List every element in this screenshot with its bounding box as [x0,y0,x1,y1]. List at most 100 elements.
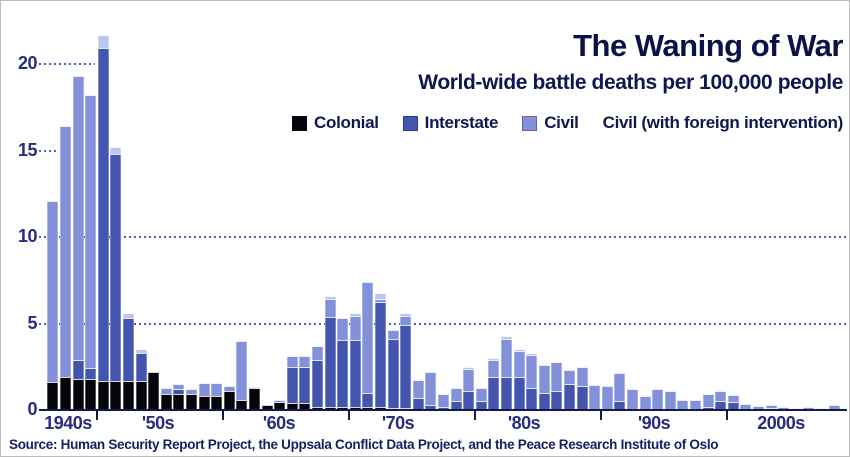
bar-1972 [375,293,386,410]
bar-1950 [97,34,109,410]
source-credit: Source: Human Security Report Project, t… [9,437,719,452]
legend-item-civil-fi: Civil (with foreign intervention) [603,113,844,133]
bar-1981-civil_foreign_intervention [488,358,500,360]
bar-1992-civil [627,389,638,410]
bar-2004 [778,407,790,410]
bar-1989-civil [589,384,601,410]
bar-1967-colonial [312,406,323,410]
bar-1983 [513,349,525,410]
bar-1952-interstate [123,318,134,381]
bar-1954-colonial [148,371,160,410]
bar-1995-civil [664,390,676,410]
bar-1982-civil [501,339,512,378]
x-tick-mark-1960 [222,411,224,420]
bar-2005-civil [790,407,802,410]
bar-1952 [123,313,134,410]
bar-1970-colonial [349,407,361,410]
bar-2000-interstate [727,402,739,410]
bar-1998-civil [702,393,714,407]
bar-1948 [72,76,84,410]
bar-1946 [47,200,59,410]
bar-1996 [677,399,689,410]
legend-item-colonial: Colonial [292,113,379,133]
bar-1967-interstate [312,359,323,407]
bar-1999 [715,390,727,410]
bar-2006 [803,407,815,410]
bar-2001 [740,403,752,410]
bar-1962 [249,386,260,410]
bar-1953-colonial [135,380,147,410]
bar-1969-civil [337,318,349,340]
legend-item-civil: Civil [522,113,579,133]
chart-subtitle: World-wide battle deaths per 100,000 peo… [418,71,843,94]
bar-1986-civil [551,361,563,391]
bar-1966-civil [299,356,311,367]
bar-2005 [790,407,802,410]
bar-1953-interstate [135,352,147,381]
bar-1956-colonial [173,394,185,410]
bar-1957-civil [186,389,197,395]
bar-1968-civil_foreign_intervention [324,295,336,300]
bar-1977 [438,394,449,410]
bar-1997-civil [690,400,701,410]
gridline-20 [39,63,95,65]
bar-2001-civil [740,403,752,410]
bar-1958-colonial [198,396,210,410]
x-axis-label-1940s: 1940s [44,413,92,433]
bar-1976-interstate [425,404,437,410]
bar-1972-civil_foreign_intervention [375,293,386,300]
bar-1976-civil [425,371,437,405]
bar-1958-civil [198,383,210,397]
bar-1985-civil [538,365,550,393]
colonial-swatch-icon [292,115,308,131]
bar-1954 [148,371,160,410]
bar-1953-civil_foreign_intervention [135,349,147,353]
bar-1966-colonial [299,403,311,410]
bar-1983-civil [513,351,525,378]
bar-1955-colonial [160,394,172,410]
bar-1972-colonial [375,407,386,410]
bar-1974-civil [400,315,412,326]
bar-1972-interstate [375,301,386,408]
bar-1973-civil [387,330,399,340]
bar-1960 [223,385,235,410]
bar-1969 [337,318,349,410]
bar-1991-civil [614,372,626,402]
bar-1999-interstate [715,401,727,410]
bar-1946-colonial [47,382,59,410]
bar-1964-colonial [274,402,286,410]
gridline-5 [39,322,846,325]
bar-2003-civil [765,404,777,409]
bar-1979-civil [463,368,475,391]
bar-1982 [501,336,512,410]
bar-2002-civil [753,405,764,410]
bar-1969-interstate [337,339,349,408]
bar-1956 [173,384,185,410]
page-title: The Waning of War [573,28,843,63]
bar-1971-colonial [362,406,374,410]
bar-1957 [186,389,197,410]
bar-1980-interstate [475,401,487,410]
bar-1996-civil [677,399,689,410]
bar-1971 [362,281,374,410]
bar-1953 [135,349,147,410]
bar-1970-civil [349,315,361,340]
bar-1986 [551,361,563,410]
bar-1952-civil_foreign_intervention [123,313,134,319]
bar-1969-colonial [337,407,349,410]
bar-1951-interstate [110,153,122,381]
bar-1981-civil [488,359,500,378]
bar-1988-civil [576,366,588,386]
bar-1966 [299,356,311,410]
bar-1960-colonial [223,390,235,410]
bar-1974-civil_foreign_intervention [400,313,412,316]
bar-1961 [236,340,248,410]
bar-1977-civil [438,394,449,407]
x-axis-label-50s: '50s [141,413,175,433]
legend-item-interstate: Interstate [402,113,499,133]
bar-1981 [488,358,500,410]
bar-1992 [627,389,638,410]
legend-label-interstate: Interstate [424,113,499,132]
bar-1959-colonial [211,396,223,410]
bar-1978 [450,388,462,410]
